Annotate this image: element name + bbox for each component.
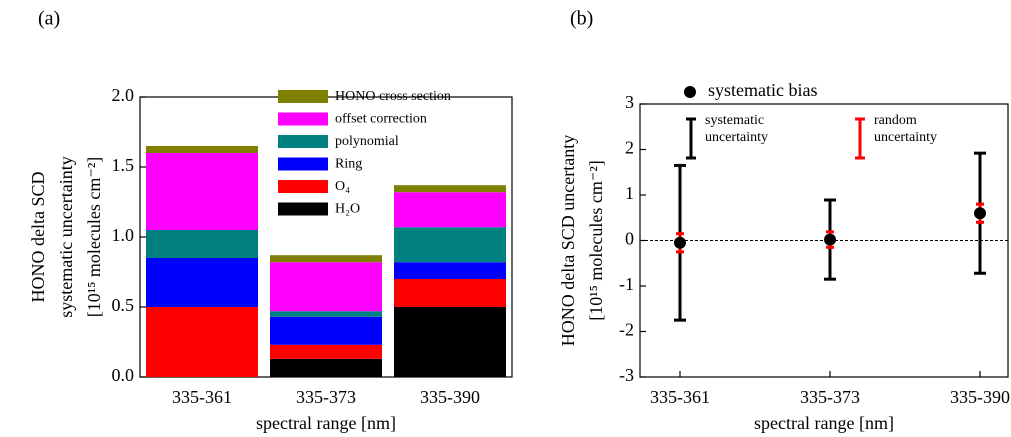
bar-segment — [394, 307, 506, 377]
legend-swatch — [278, 90, 328, 103]
bar-segment — [146, 153, 258, 230]
bar-segment — [394, 185, 506, 193]
legend-label: HONO cross section — [335, 89, 451, 104]
y-tick-label: 1.5 — [112, 155, 135, 175]
y-tick-label: 0 — [625, 229, 634, 249]
bar-segment — [146, 230, 258, 258]
bar-segment — [146, 307, 258, 377]
legend-label: systematic uncertainty — [705, 113, 768, 145]
legend-label: H₂O — [335, 202, 360, 217]
panel-label: (b) — [570, 8, 593, 30]
legend-label: Ring — [335, 157, 362, 172]
legend-label: O₄ — [335, 179, 350, 194]
y-tick-label: 1 — [625, 183, 634, 203]
legend-swatch — [278, 180, 328, 193]
x-tick-label: 335-373 — [800, 387, 860, 407]
bar-segment — [394, 227, 506, 263]
bar-segment — [394, 192, 506, 228]
bar-segment — [270, 311, 382, 317]
legend-swatch — [278, 157, 328, 171]
y-axis-label: [10¹⁵ molecules cm⁻²] — [84, 157, 104, 318]
x-axis-label: spectral range [nm] — [754, 413, 894, 433]
legend-label: polynomial — [335, 134, 399, 149]
y-tick-label: 1.0 — [112, 225, 135, 245]
y-tick-label: 0.0 — [112, 365, 135, 385]
legend-marker — [684, 86, 696, 98]
x-tick-label: 335-390 — [420, 387, 480, 407]
bar-segment — [270, 262, 382, 312]
y-tick-label: -2 — [619, 320, 634, 340]
point — [674, 236, 686, 249]
y-tick-label: 3 — [625, 92, 634, 112]
y-axis-label: [10¹⁵ molecules cm⁻²] — [586, 160, 606, 321]
bar-segment — [394, 279, 506, 307]
x-tick-label: 335-361 — [172, 387, 232, 407]
y-tick-label: -3 — [619, 365, 634, 385]
bar-segment — [394, 262, 506, 279]
bar-segment — [270, 358, 382, 377]
legend-swatch — [278, 112, 328, 126]
bar-segment — [146, 146, 258, 153]
bar-segment — [270, 344, 382, 359]
y-tick-label: 2.0 — [112, 85, 135, 105]
y-axis-label: HONO delta SCD — [28, 172, 48, 303]
bar-segment — [270, 316, 382, 345]
x-tick-label: 335-390 — [950, 387, 1010, 407]
x-tick-label: 335-361 — [650, 387, 710, 407]
x-axis-label: spectral range [nm] — [256, 413, 396, 433]
bar-segment — [270, 255, 382, 263]
y-tick-label: 2 — [625, 138, 634, 158]
bar-segment — [146, 258, 258, 307]
legend-swatch — [278, 202, 328, 216]
point — [824, 233, 836, 246]
y-axis-label: HONO delta SCD uncertanty — [558, 135, 578, 346]
point — [974, 207, 986, 220]
panel-label: (a) — [38, 8, 60, 30]
legend-label: systematic bias — [708, 80, 817, 100]
legend-swatch — [278, 135, 328, 148]
y-tick-label: 0.5 — [112, 295, 135, 315]
y-axis-label: systematic uncertainty — [56, 156, 76, 317]
legend-label: random uncertainty — [874, 113, 937, 145]
y-tick-label: -1 — [619, 274, 634, 294]
legend-label: offset correction — [335, 112, 427, 127]
x-tick-label: 335-373 — [296, 387, 356, 407]
